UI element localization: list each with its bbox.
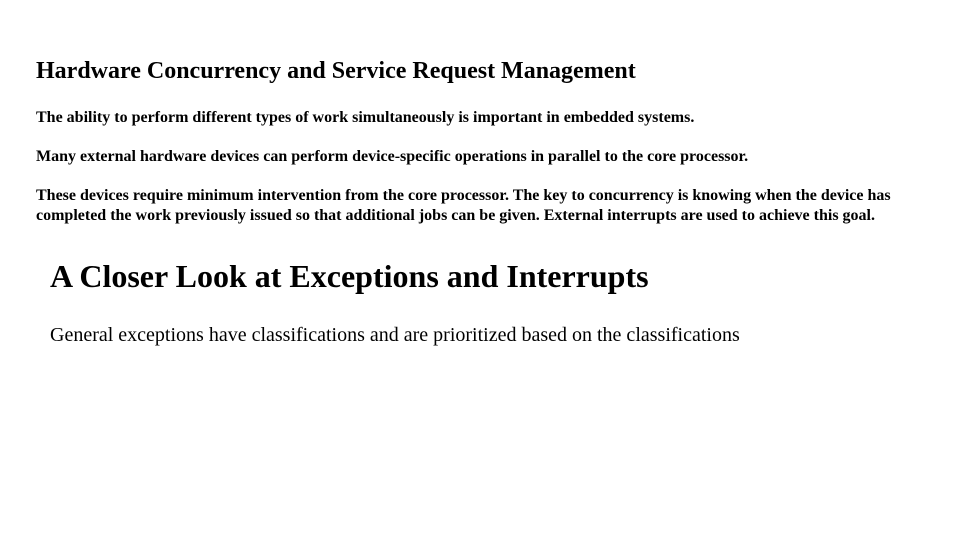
section1-paragraph-3: These devices require minimum interventi… <box>36 186 924 228</box>
section-hardware-concurrency: Hardware Concurrency and Service Request… <box>0 0 960 227</box>
section-exceptions-interrupts: A Closer Look at Exceptions and Interrup… <box>0 245 960 348</box>
section2-paragraph-1: General exceptions have classifications … <box>50 322 770 348</box>
section1-paragraph-1: The ability to perform different types o… <box>36 108 924 129</box>
slide-page: Hardware Concurrency and Service Request… <box>0 0 960 540</box>
section1-paragraph-2: Many external hardware devices can perfo… <box>36 147 924 168</box>
section2-heading: A Closer Look at Exceptions and Interrup… <box>50 257 910 295</box>
section1-heading: Hardware Concurrency and Service Request… <box>36 56 924 86</box>
